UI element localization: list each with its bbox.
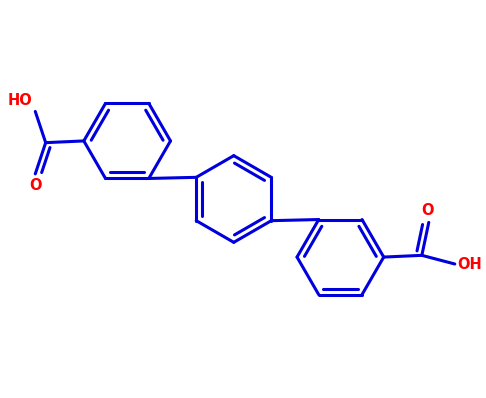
Text: HO: HO [8, 93, 33, 108]
Text: O: O [29, 178, 41, 193]
Text: O: O [421, 203, 434, 218]
Text: OH: OH [457, 256, 482, 271]
